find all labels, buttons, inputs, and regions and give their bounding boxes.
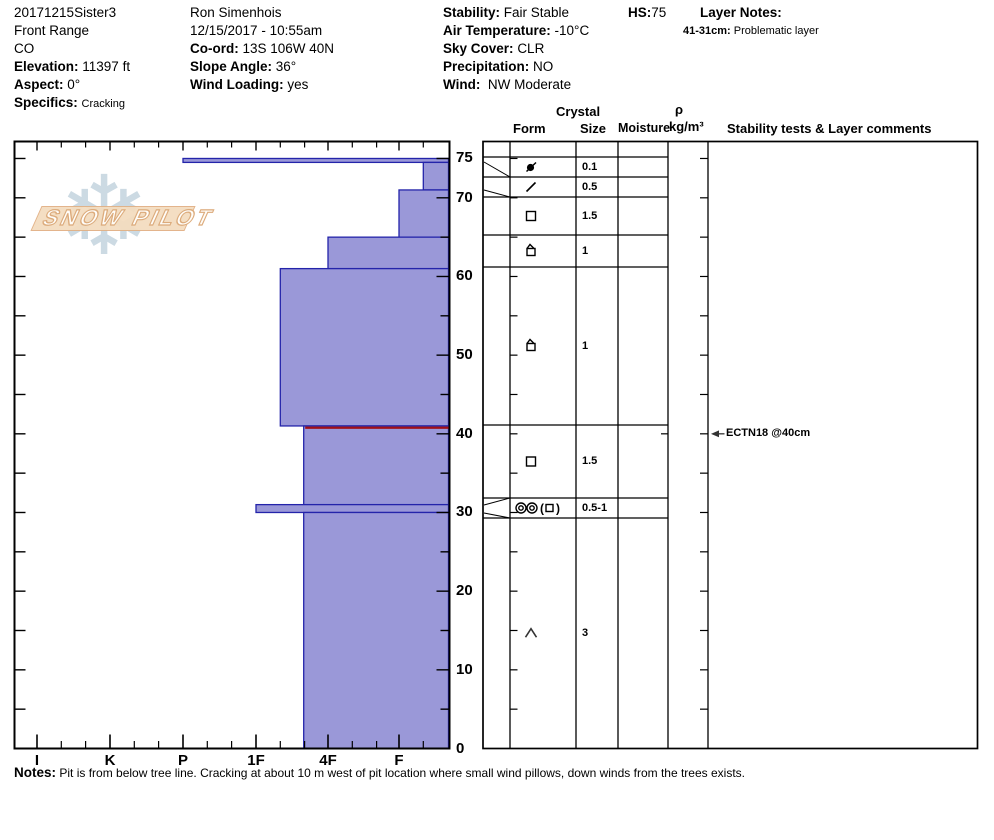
depth-axis-label-30: 30	[456, 503, 473, 521]
slope-angle-line: Slope Angle: 36°	[190, 59, 297, 74]
grain-size-value-0: 0.1	[582, 160, 598, 173]
stability-test-annotation: ECTN18 @40cm	[726, 426, 811, 439]
layer-bar-3	[327, 236, 450, 270]
aspect-line: Aspect: 0°	[14, 77, 81, 92]
depth-axis-label-60: 60	[456, 267, 473, 285]
crystal-form-icon-square	[525, 456, 537, 467]
pit-region: Front Range	[14, 23, 90, 38]
observer-name: Ron Simenhois	[190, 5, 282, 20]
crystal-form-icon-pp-blob-slash	[525, 161, 537, 173]
layer-connector-line	[483, 161, 511, 178]
form-header: Form	[513, 121, 546, 136]
layer-bar-5	[303, 425, 450, 506]
crystal-form-icon-slash	[525, 181, 537, 193]
crystal-form-icon-square	[525, 210, 537, 222]
density-units-header: kg/m³	[669, 119, 704, 134]
depth-axis-label-20: 20	[456, 582, 473, 600]
specifics-line: Specifics: Cracking	[14, 95, 125, 110]
ect-arrow-head	[711, 430, 719, 438]
depth-axis-label-10: 10	[456, 660, 473, 678]
layer-note-line: 41-31cm: Problematic layer	[683, 25, 819, 37]
pit-datetime: 12/15/2017 - 10:55am	[190, 23, 323, 38]
pit-name: 20171215Sister3	[14, 5, 117, 20]
hardness-axis-label-I: I	[34, 752, 40, 769]
layer-bar-1	[422, 161, 450, 191]
layer-connector-line	[483, 512, 511, 519]
layer-bar-0	[182, 157, 450, 164]
grain-size-value-4: 1	[582, 339, 589, 352]
elevation-line: Elevation: 11397 ft	[14, 59, 131, 74]
grain-size-value-1: 0.5	[582, 180, 598, 193]
notes-line: Notes: Pit is from below tree line. Crac…	[14, 765, 745, 780]
layer-bar-4	[279, 267, 450, 427]
depth-axis-label-0: 0	[456, 739, 465, 757]
comments-header: Stability tests & Layer comments	[727, 121, 932, 136]
layer-bar-6	[255, 503, 450, 514]
layer-table-border	[482, 140, 979, 750]
flagged-layer-line	[305, 426, 449, 429]
header-col-conditions: Stability: Fair Stable Air Temperature: …	[443, 4, 589, 94]
crystal-form-icon-double-rings-paren-square: ()	[515, 502, 560, 516]
svg-text:(: (	[540, 502, 544, 516]
depth-axis-label-75: 75	[456, 149, 473, 167]
sky-cover-line: Sky Cover: CLR	[443, 41, 545, 56]
layer-connector-line	[483, 497, 511, 506]
hardness-axis-label-K: K	[104, 752, 116, 769]
hardness-axis-label-P: P	[177, 752, 189, 769]
header-col-pit: 20171215Sister3 Front Range CO Elevation…	[14, 4, 130, 113]
layer-bar-2	[398, 189, 450, 238]
crystal-form-icon-square-peak	[526, 338, 536, 352]
layer-notes-title: Layer Notes:	[700, 5, 782, 20]
density-header: ρ	[675, 102, 684, 117]
grain-size-value-5: 1.5	[582, 455, 598, 467]
depth-axis-label-70: 70	[456, 188, 473, 206]
hardness-axis-label-1F: 1F	[247, 752, 265, 769]
grain-size-value-7: 3	[582, 626, 589, 639]
moisture-header: Moisture	[618, 121, 671, 135]
grain-size-value-3: 1	[582, 244, 589, 257]
wind-loading-line: Wind Loading: yes	[190, 77, 309, 92]
grain-size-value-2: 1.5	[582, 209, 598, 222]
coord-line: Co-ord: 13S 106W 40N	[190, 41, 335, 56]
air-temp-line: Air Temperature: -10°C	[443, 23, 590, 38]
height-of-snow-line: HS:75	[628, 5, 667, 20]
crystal-form-icon-square-peak	[526, 243, 536, 257]
precipitation-line: Precipitation: NO	[443, 59, 554, 74]
depth-axis-label-50: 50	[456, 346, 473, 364]
svg-text:): )	[556, 502, 560, 516]
depth-axis-label-40: 40	[456, 424, 473, 442]
size-header: Size	[580, 121, 607, 136]
wind-line: Wind: NW Moderate	[443, 77, 572, 92]
stability-line: Stability: Fair Stable	[443, 5, 570, 20]
crystal-header: Crystal	[556, 104, 601, 119]
crystal-form-icon-caret	[524, 627, 538, 638]
pit-state: CO	[14, 41, 35, 56]
chart-border	[13, 140, 451, 750]
hardness-axis-label-F: F	[394, 752, 404, 769]
grain-size-value-6: 0.5-1	[582, 501, 608, 514]
hardness-axis-label-4F: 4F	[319, 752, 337, 769]
layer-connector-line	[483, 189, 511, 198]
header-col-observer: Ron Simenhois 12/15/2017 - 10:55am Co-or…	[190, 4, 334, 94]
layer-bar-7	[303, 511, 450, 750]
